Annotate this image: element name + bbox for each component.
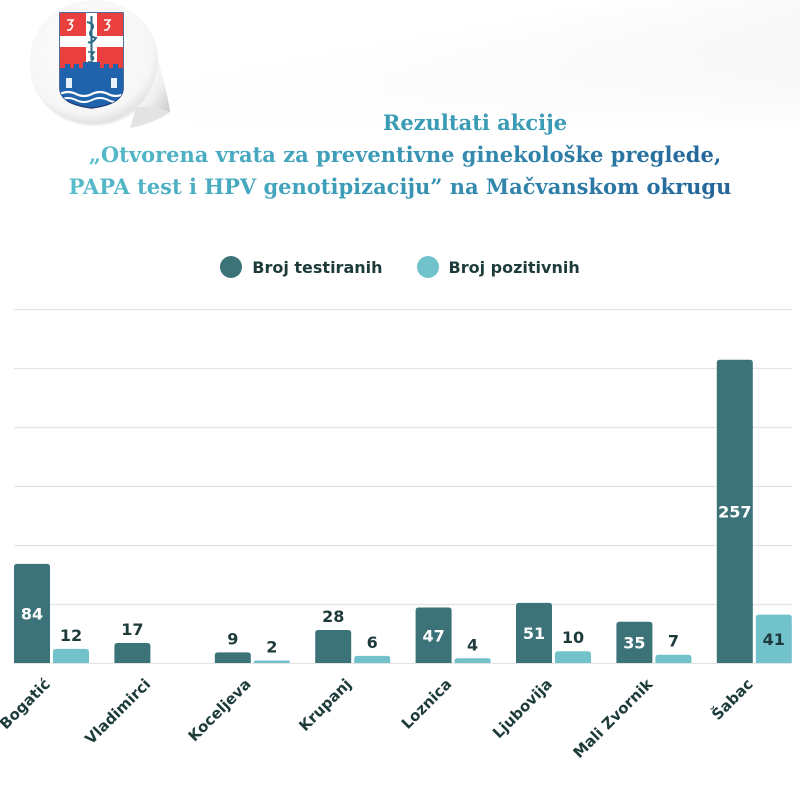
bar-tested <box>315 629 352 663</box>
x-tick-label: Krupanj <box>295 675 355 735</box>
bar-positive <box>454 658 491 663</box>
x-tick-label: Ljubovija <box>489 675 556 742</box>
bar-positive <box>253 660 290 663</box>
bar-tested <box>14 563 50 663</box>
bar-tested <box>114 642 151 663</box>
data-label-tested: 84 <box>21 604 43 623</box>
title-line-2: „Otvorena vrata za preventivne ginekološ… <box>10 139 800 171</box>
bar-tested <box>516 602 552 663</box>
data-label-positive: 10 <box>562 628 584 647</box>
data-label-tested: 9 <box>227 629 238 648</box>
bar-tested <box>214 652 251 663</box>
shield-icon <box>59 12 124 109</box>
legend-item-positive: Broj pozitivnih <box>416 256 580 278</box>
x-tick-label: Šabac <box>707 674 756 723</box>
chart-legend: Broj testiranih Broj pozitivnih <box>0 256 800 278</box>
data-label-positive: 7 <box>668 632 679 651</box>
title-line-3: PAPA test i HPV genotipizaciju” na Mačva… <box>0 171 800 203</box>
data-label-tested: 17 <box>121 620 143 639</box>
data-label-tested: 47 <box>422 626 444 645</box>
bar-tested <box>415 607 452 663</box>
bar-positive <box>53 648 89 663</box>
legend-label-tested: Broj testiranih <box>252 257 383 277</box>
data-label-tested: 28 <box>322 607 344 626</box>
coat-of-arms-sticker-icon <box>29 0 170 128</box>
data-label-positive: 6 <box>367 633 378 652</box>
x-tick-label: Vladimirci <box>81 675 154 748</box>
data-label-positive: 41 <box>763 630 785 649</box>
data-label-positive: 4 <box>467 635 478 654</box>
legend-item-tested: Broj testiranih <box>220 256 383 278</box>
bar-positive <box>655 654 692 663</box>
data-label-tested: 51 <box>523 624 545 643</box>
bar-tested <box>716 359 753 663</box>
data-label-tested: 257 <box>718 502 751 521</box>
x-tick-label: Bogatić <box>0 675 54 733</box>
bar-tested <box>616 621 653 663</box>
legend-swatch-positive <box>416 256 439 278</box>
title-line-1: Rezultati akcije <box>382 110 568 135</box>
bar-positive <box>354 655 391 663</box>
x-tick-label: Loznica <box>398 675 456 733</box>
legend-label-positive: Broj pozitivnih <box>448 257 580 277</box>
bar-chart: 84 12 Bogatić 17 Vladimirci 9 2 Koceljeva 28 6 Kru… <box>0 308 792 762</box>
x-tick-label: Mali Zvornik <box>569 674 656 761</box>
chart-title: Rezultati akcije „Otvorena vrata za prev… <box>69 107 800 203</box>
data-label-positive: 12 <box>60 626 82 645</box>
data-label-tested: 35 <box>623 633 645 652</box>
bar-positive <box>555 651 591 663</box>
data-label-positive: 2 <box>266 638 277 657</box>
legend-swatch-tested <box>220 256 243 278</box>
x-tick-label: Koceljeva <box>185 675 255 745</box>
bar-positive <box>755 614 792 663</box>
